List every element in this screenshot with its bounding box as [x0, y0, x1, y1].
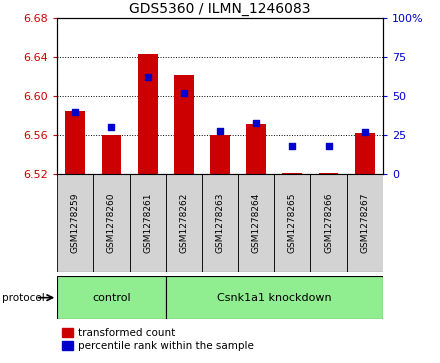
Text: GSM1278260: GSM1278260	[107, 193, 116, 253]
Bar	[347, 174, 383, 272]
Bar	[66, 111, 85, 174]
Bar	[319, 173, 338, 174]
Text: GSM1278265: GSM1278265	[288, 193, 297, 253]
Bar	[57, 174, 93, 272]
Bar	[246, 123, 266, 174]
Bar	[129, 174, 166, 272]
Bar	[210, 135, 230, 174]
Title: GDS5360 / ILMN_1246083: GDS5360 / ILMN_1246083	[129, 2, 311, 16]
Point	[144, 74, 151, 80]
Bar	[166, 276, 383, 319]
Bar	[282, 173, 302, 174]
Text: protocol: protocol	[2, 293, 45, 303]
Bar	[93, 174, 129, 272]
Bar	[174, 75, 194, 174]
Text: GSM1278266: GSM1278266	[324, 193, 333, 253]
Point	[72, 109, 79, 115]
Text: GSM1278262: GSM1278262	[180, 193, 188, 253]
Bar	[202, 174, 238, 272]
Point	[325, 143, 332, 149]
Text: Csnk1a1 knockdown: Csnk1a1 knockdown	[217, 293, 332, 303]
Point	[108, 125, 115, 130]
Point	[180, 90, 187, 96]
Bar	[355, 133, 375, 174]
Text: GSM1278261: GSM1278261	[143, 193, 152, 253]
Text: GSM1278267: GSM1278267	[360, 193, 369, 253]
Text: control: control	[92, 293, 131, 303]
Bar	[57, 276, 166, 319]
Text: GSM1278263: GSM1278263	[216, 193, 224, 253]
Bar	[138, 54, 158, 174]
Legend: transformed count, percentile rank within the sample: transformed count, percentile rank withi…	[62, 328, 254, 351]
Bar	[238, 174, 274, 272]
Bar	[166, 174, 202, 272]
Text: GSM1278264: GSM1278264	[252, 193, 260, 253]
Point	[361, 129, 368, 135]
Bar	[274, 174, 311, 272]
Text: GSM1278259: GSM1278259	[71, 193, 80, 253]
Point	[253, 120, 260, 126]
Point	[289, 143, 296, 149]
Point	[216, 128, 224, 134]
Bar	[102, 135, 121, 174]
Bar	[311, 174, 347, 272]
